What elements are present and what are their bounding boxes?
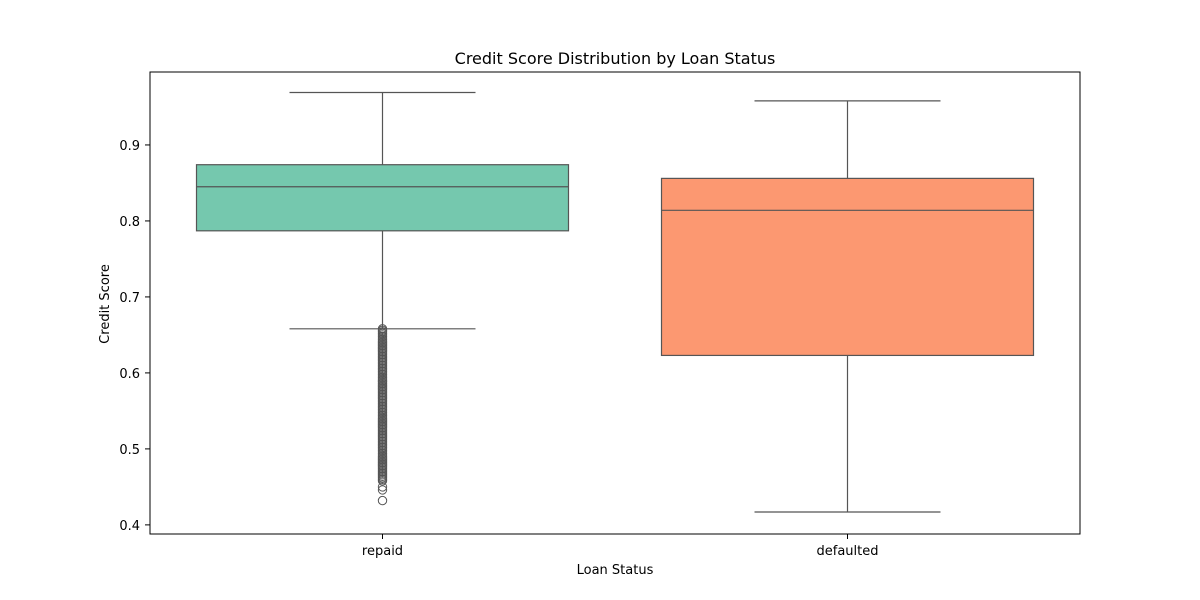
chart-title: Credit Score Distribution by Loan Status bbox=[455, 49, 776, 68]
y-tick-label: 0.8 bbox=[119, 215, 140, 230]
repaid-box bbox=[195, 164, 570, 232]
repaid-x-tick-label: repaid bbox=[362, 544, 403, 559]
plot-area bbox=[195, 91, 1035, 513]
y-tick-label: 0.9 bbox=[119, 139, 140, 154]
repaid-outlier bbox=[377, 485, 388, 495]
defaulted-x-tick-label: defaulted bbox=[817, 544, 879, 559]
y-tick-label: 0.4 bbox=[119, 519, 140, 534]
x-axis-label: Loan Status bbox=[577, 563, 654, 578]
y-axis-label: Credit Score bbox=[98, 264, 113, 344]
repaid-outlier bbox=[377, 482, 388, 492]
defaulted-box bbox=[660, 177, 1035, 357]
repaid-outlier bbox=[377, 495, 388, 506]
y-tick-label: 0.5 bbox=[119, 443, 140, 458]
axis-ticks: repaid defaulted 0.4 0.5 0.6 0.7 0.8 0.9 bbox=[119, 139, 878, 559]
y-tick-label: 0.6 bbox=[119, 367, 140, 382]
repaid-outlier bbox=[377, 324, 388, 334]
plot-frame bbox=[149, 71, 1081, 535]
y-tick-label: 0.7 bbox=[119, 291, 140, 306]
